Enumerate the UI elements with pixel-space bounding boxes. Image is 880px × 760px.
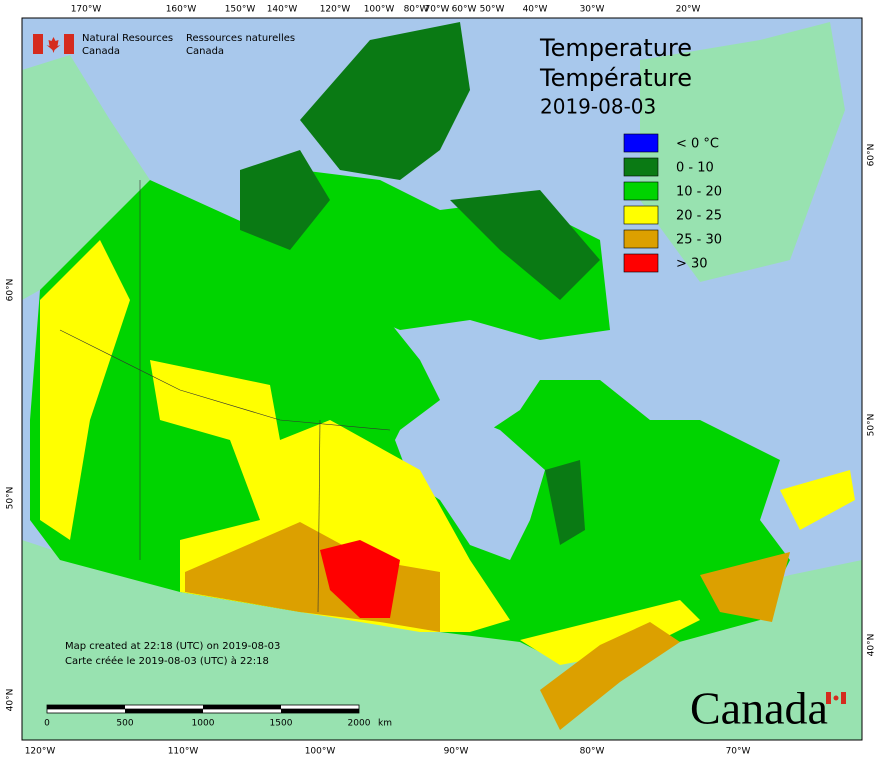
graticule-label: 30°W [580, 5, 605, 15]
graticule-label: 50°W [480, 5, 505, 15]
boundary [317, 419, 321, 613]
graticule-label: 80°W [404, 5, 429, 15]
zone-very-hot [320, 540, 400, 618]
legend-swatch [623, 229, 659, 249]
wordmark: Canada [690, 683, 846, 734]
usa [22, 540, 862, 740]
graticule-label: 70°W [425, 5, 450, 15]
scale-label: 500 [116, 719, 133, 729]
credits: Map created at 22:18 (UTC) on 2019-08-03 [65, 641, 280, 652]
graticule-label: 40°W [523, 5, 548, 15]
credits: Carte créée le 2019-08-03 (UTC) à 22:18 [65, 655, 269, 667]
map-frame [21, 17, 863, 741]
graticule-label: 120°W [25, 747, 56, 757]
legend-label: 25 - 30 [676, 233, 722, 248]
alaska [22, 55, 150, 300]
agency-text: Ressources naturelles [186, 33, 295, 44]
zone-maritimes [700, 552, 790, 622]
scale-label: 0 [44, 719, 50, 729]
graticule-label: 80°W [580, 747, 605, 757]
graticule-label: 170°W [71, 5, 102, 15]
graticule-label: 60°N [867, 144, 877, 167]
scale-segment [203, 705, 281, 709]
graticule-label: 40°N [6, 689, 16, 712]
northern-island [240, 150, 330, 250]
agency-text: Canada [82, 46, 120, 57]
flag-bar [826, 692, 831, 704]
cold-patch [545, 460, 585, 545]
title: Température [539, 64, 692, 92]
zone-newfoundland [780, 470, 855, 530]
frame-border [21, 17, 863, 741]
graticule-label: 60°N [6, 279, 16, 302]
graticule-labels: 170°W 160°W 150°W 140°W 120°W 100°W 80°W70°W 60… [6, 5, 877, 757]
graticule-label: 150°W [225, 5, 256, 15]
graticule-label: 50°N [867, 414, 877, 437]
scale-segment [125, 709, 203, 713]
agency-text: Natural Resources [82, 33, 173, 44]
graticule-label: 110°W [168, 747, 199, 757]
baffin-north [450, 190, 600, 300]
boundary [59, 329, 391, 431]
graticule-label: 20°W [676, 5, 701, 15]
scale-segment [47, 705, 125, 709]
zone-west [40, 240, 130, 540]
legend: < 0 °C 0 - 10 10 - 20 20 - 25 25 - 30 > 30 [623, 133, 722, 273]
legend-swatch [623, 133, 659, 153]
zone-ontario [540, 622, 680, 730]
graticule-label: 50°N [6, 487, 16, 510]
agency-text: Canada [186, 46, 224, 57]
graticule-label: 90°W [444, 747, 469, 757]
scale-label: 1500 [270, 719, 293, 729]
graticule-label: 40°N [867, 634, 877, 657]
scale-label: 2000 [348, 719, 371, 729]
graticule-label: 160°W [166, 5, 197, 15]
flag-bar [841, 692, 846, 704]
legend-label: 10 - 20 [676, 185, 722, 200]
wordmark-text: Canada [690, 683, 828, 734]
legend-swatch [623, 205, 659, 225]
greenland [640, 22, 845, 282]
maple-leaf [833, 695, 839, 701]
date: 2019-08-03 [540, 95, 656, 119]
legend-swatch [623, 157, 659, 177]
scale-segment [281, 709, 359, 713]
scale-label: 1000 [192, 719, 215, 729]
flag-bar [33, 34, 43, 54]
legend-label: > 30 [676, 257, 708, 272]
legend-label: < 0 °C [676, 137, 719, 152]
graticule-label: 140°W [267, 5, 298, 15]
graticule-label: 100°W [305, 747, 336, 757]
agency: Natural Resources Canada Ressources natu… [33, 33, 295, 57]
title: Temperature [539, 34, 692, 62]
maple-leaf [46, 37, 61, 53]
legend-swatch [623, 181, 659, 201]
legend-swatch [623, 253, 659, 273]
graticule-label: 120°W [320, 5, 351, 15]
scale-unit: km [378, 719, 392, 729]
legend-label: 0 - 10 [676, 161, 714, 176]
legend-label: 20 - 25 [676, 209, 722, 224]
graticule-label: 70°W [726, 747, 751, 757]
graticule-label: 100°W [364, 5, 395, 15]
zone-east [520, 600, 700, 665]
scale-bar: 0 500 1000 1500 2000 km [44, 704, 392, 729]
ellesmere [300, 22, 470, 180]
hudson-bay [395, 405, 545, 560]
flag-bar [64, 34, 74, 54]
graticule-label: 60°W [452, 5, 477, 15]
